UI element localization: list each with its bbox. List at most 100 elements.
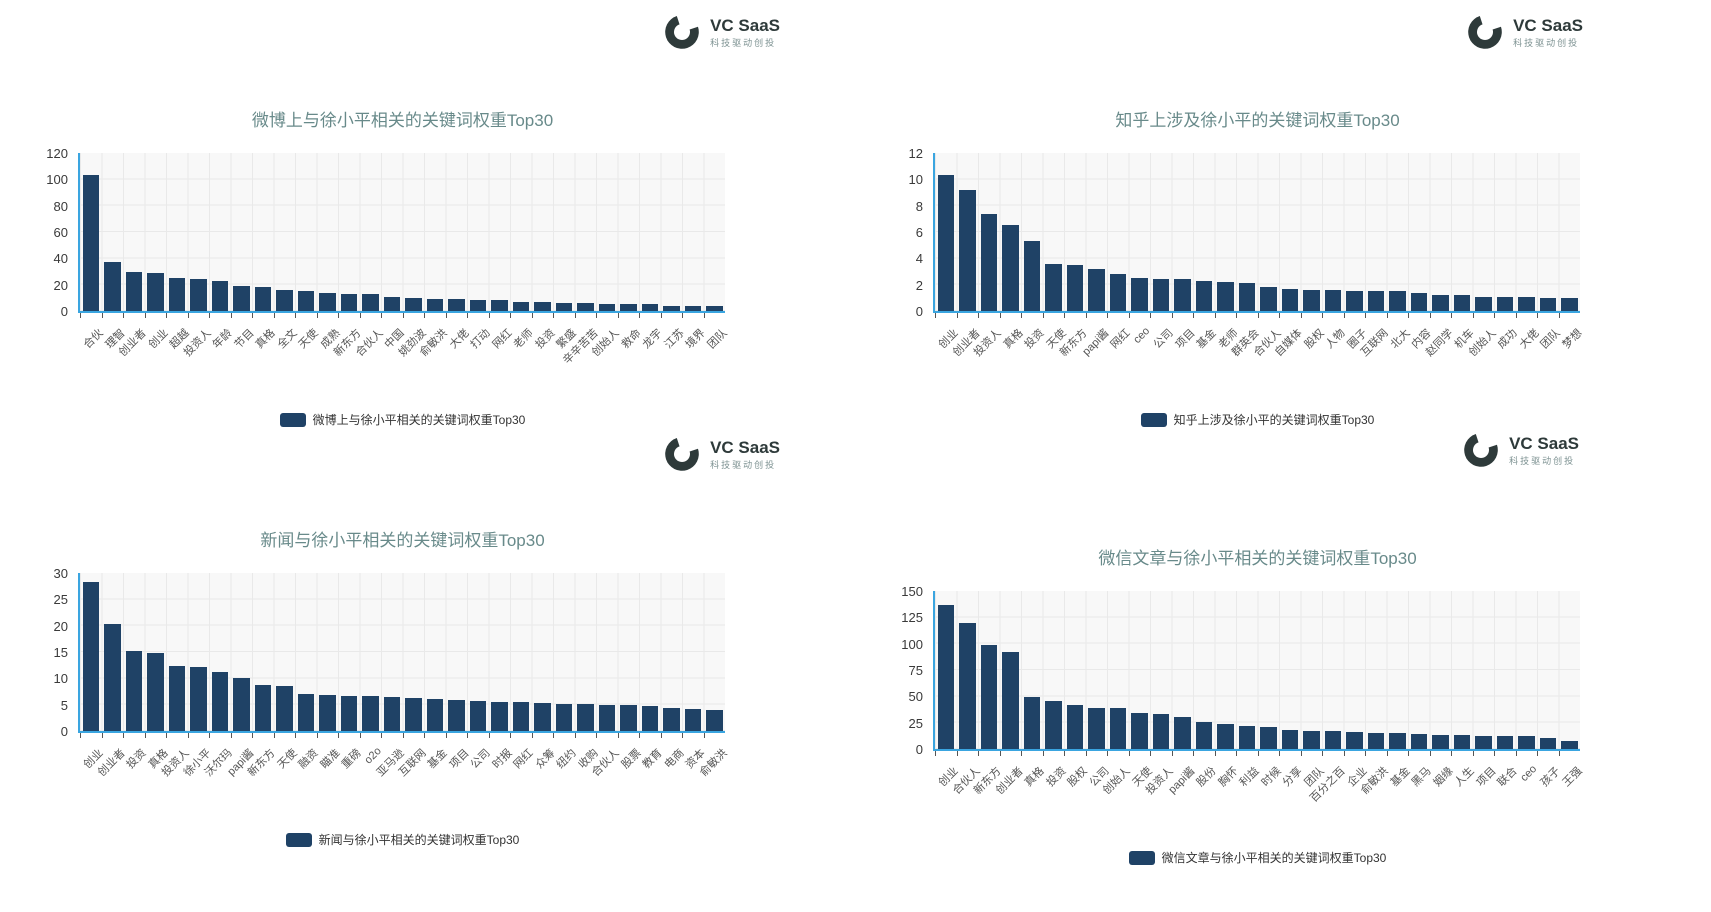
brand-slogan: 科技驱动创投	[710, 37, 777, 48]
x-axis-tick	[1515, 751, 1517, 756]
bar	[233, 678, 250, 731]
x-axis-tick	[596, 313, 597, 318]
bar	[383, 696, 401, 731]
bar	[362, 696, 379, 731]
bar	[577, 704, 594, 731]
legend-label: 新闻与徐小平相关的关键词权重Top30	[318, 833, 520, 847]
y-axis: 0 20 40 60 80 100 120	[20, 146, 78, 319]
x-axis-tick	[1193, 751, 1194, 756]
x-axis-tick	[1300, 313, 1302, 318]
x-axis-tick	[1537, 751, 1538, 756]
vcsaas-mark-icon	[665, 16, 699, 49]
x-axis-tick	[359, 313, 361, 318]
bar	[1217, 282, 1234, 311]
x-axis-tick	[230, 733, 232, 738]
x-axis-tick	[144, 313, 146, 318]
x-axis-tick	[1300, 751, 1302, 756]
x-axis-tick	[1021, 751, 1022, 756]
x-axis-tick	[1279, 751, 1280, 756]
y-axis-tick-label: 120	[46, 146, 68, 161]
legend-swatch-icon	[279, 412, 306, 427]
bar	[340, 695, 358, 731]
x-axis-tick	[230, 313, 232, 318]
x-axis-tick	[1429, 751, 1431, 756]
x-axis-tick	[316, 733, 318, 738]
x-axis-tick	[935, 313, 936, 318]
legend[interactable]: 微博上与徐小平相关的关键词权重Top30	[80, 411, 725, 428]
bar	[104, 262, 121, 311]
bar	[405, 297, 422, 311]
x-axis-tick	[209, 733, 210, 738]
bar	[1195, 721, 1213, 749]
chart-block: 新闻与徐小平相关的关键词权重Top30 0 5 10 15 20 25 30 创业 创业者 投资…	[20, 526, 730, 848]
bar	[663, 707, 680, 731]
x-axis-tick	[1537, 313, 1538, 318]
legend[interactable]: 新闻与徐小平相关的关键词权重Top30	[80, 831, 725, 848]
bar	[211, 280, 229, 311]
y-axis-tick-label: 5	[60, 697, 68, 713]
x-axis-tick	[1085, 313, 1087, 318]
legend-swatch-icon	[1140, 412, 1167, 427]
x-axis-tick	[1472, 313, 1474, 318]
y-axis-tick-label: 40	[53, 251, 68, 267]
x-axis-tick	[445, 733, 447, 738]
y-axis-tick-label: 15	[53, 645, 68, 660]
x-axis-tick	[660, 733, 662, 738]
bar	[276, 289, 293, 311]
bar	[512, 301, 530, 311]
legend[interactable]: 微信文章与徐小平相关的关键词权重Top30	[935, 849, 1580, 866]
legend-label: 微信文章与徐小平相关的关键词权重Top30	[1161, 851, 1387, 865]
x-axis-label: ceo	[1518, 763, 1540, 785]
x-axis-tick	[144, 733, 146, 738]
x-axis-tick	[510, 733, 511, 738]
x-axis-tick	[682, 733, 683, 738]
x-axis-tick	[553, 733, 554, 738]
x-axis-tick	[531, 313, 533, 318]
x-axis-tick	[956, 751, 958, 756]
x-axis-tick	[935, 751, 936, 756]
bar	[1453, 735, 1471, 749]
y-axis-tick-label: 30	[53, 566, 68, 581]
y-axis-tick-label: 50	[908, 689, 923, 705]
bar	[1238, 725, 1256, 749]
bar	[168, 278, 186, 311]
x-axis-tick	[359, 733, 361, 738]
x-axis-tick	[209, 313, 210, 318]
x-axis-label: 梦想	[1560, 327, 1585, 352]
x-axis-tick	[978, 751, 979, 756]
x-axis-tick	[273, 733, 275, 738]
x-axis-tick	[531, 733, 533, 738]
bar	[1023, 697, 1041, 749]
plot-area	[933, 153, 1580, 313]
legend[interactable]: 知乎上涉及徐小平的关键词权重Top30	[935, 411, 1580, 428]
bar	[1389, 291, 1406, 311]
bar	[1023, 241, 1041, 311]
x-axis-tick	[1042, 751, 1044, 756]
x-axis-tick	[1343, 751, 1345, 756]
bar	[469, 300, 487, 311]
bar	[598, 304, 616, 311]
bar	[1561, 740, 1578, 749]
bar	[555, 703, 573, 731]
x-axis-tick	[999, 751, 1001, 756]
plot-area	[78, 573, 725, 733]
bar	[297, 693, 315, 731]
bar	[491, 701, 508, 731]
x-axis-label: 重磅	[340, 747, 365, 772]
legend-label: 知乎上涉及徐小平的关键词权重Top30	[1173, 413, 1375, 427]
x-axis-tick	[617, 733, 619, 738]
bar	[190, 279, 207, 311]
y-axis-tick-label: 10	[908, 172, 923, 188]
bar	[1346, 732, 1363, 749]
vcsaas-mark-icon	[665, 438, 699, 471]
y-axis-tick-label: 125	[901, 610, 923, 626]
bar	[1002, 652, 1019, 749]
bar	[104, 624, 121, 731]
x-axis-tick	[1365, 751, 1366, 756]
brand-name: VC SaaS	[710, 16, 780, 36]
x-axis-tick	[1386, 313, 1388, 318]
x-axis-tick	[1494, 313, 1495, 318]
x-axis-tick	[639, 313, 640, 318]
x-axis-tick	[1408, 313, 1409, 318]
bar	[1109, 707, 1127, 749]
